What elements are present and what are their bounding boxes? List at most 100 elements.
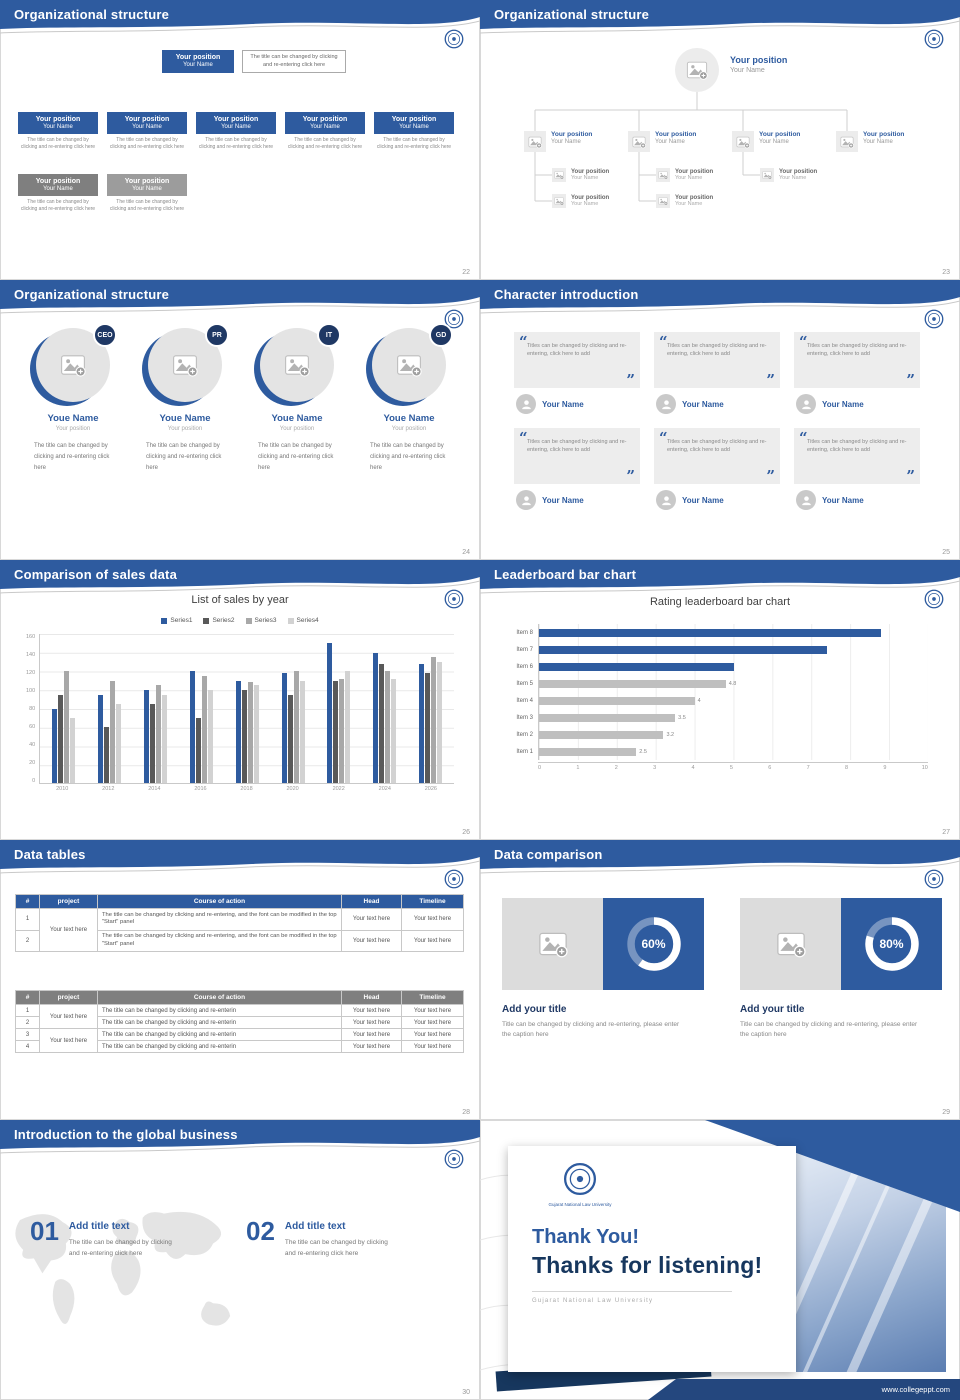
image-placeholder-icon	[554, 196, 564, 206]
org-position: Your position	[35, 178, 81, 185]
org-name: Your Name	[551, 139, 581, 145]
donut-chart-box: 80%	[841, 898, 942, 990]
member-caption: The title can be changed by clicking and…	[146, 443, 222, 471]
bar-series4	[437, 661, 443, 783]
close-quote-icon: ”	[766, 467, 775, 485]
bar-series2	[103, 727, 109, 783]
slide-22-organizational-structure[interactable]: Organizational structure Your position Y…	[0, 0, 480, 280]
slide-27-leaderboard-chart[interactable]: Leaderboard bar chart Rating leaderboard…	[480, 560, 960, 840]
org-name: Your Name	[655, 139, 685, 145]
legend-label: Series1	[170, 617, 193, 624]
org-node: Your position Your Name	[628, 131, 696, 152]
bar-series2	[241, 689, 247, 783]
photo-placeholder: PR	[142, 323, 229, 406]
cell-number: 1	[15, 1004, 40, 1017]
slide-title: Data tables	[14, 847, 86, 862]
legend-label: Series4	[296, 617, 319, 624]
panel-title: Add your title	[502, 1004, 567, 1015]
org-position: Your position	[759, 131, 801, 138]
org-box: Your position Your Name	[107, 112, 187, 134]
cell-head: Your text here	[341, 1040, 402, 1053]
bar-series1	[281, 673, 287, 783]
slide-29-data-comparison[interactable]: Data comparison 60% Add your title Title…	[480, 840, 960, 1120]
member-card: PR Youe Name Your position The title can…	[136, 323, 234, 473]
x-axis-tick: 2020	[286, 786, 299, 792]
member-caption: The title can be changed by clicking and…	[258, 443, 334, 471]
hbar-row: Item 2 3.2	[508, 726, 928, 743]
slide-24-organizational-structure[interactable]: Organizational structure CEO Youe Name Y…	[0, 280, 480, 560]
image-placeholder-icon	[284, 352, 310, 378]
page-number: 26	[462, 829, 470, 836]
person-name: Your Name	[822, 495, 864, 505]
org-name: Your Name	[863, 139, 893, 145]
page-number: 29	[942, 1109, 950, 1116]
legend-item: Series1	[161, 617, 192, 624]
avatar	[656, 394, 676, 414]
chart-title: List of sales by year	[191, 594, 289, 606]
open-quote-icon: “	[799, 429, 808, 447]
slide-30-global-business[interactable]: Introduction to the global business 01 A…	[0, 1120, 480, 1400]
person-icon	[660, 494, 673, 507]
college-logo-icon	[444, 29, 464, 49]
close-quote-icon: ”	[906, 467, 915, 485]
bar-group	[87, 634, 131, 783]
open-quote-icon: “	[519, 333, 528, 351]
y-axis-tick: 140	[26, 652, 36, 658]
website-link[interactable]: www.collegeppt.com	[881, 1385, 950, 1394]
bar-series2	[425, 673, 431, 783]
thank-you-card: Gujarat National Law University Thank Yo…	[508, 1146, 796, 1372]
cell-timeline: Your text here	[401, 1040, 464, 1053]
hbar-label: Item 4	[516, 697, 533, 704]
quote-card: “Titles can be changed by clicking and r…	[794, 332, 934, 428]
slide-26-sales-comparison-chart[interactable]: Comparison of sales data List of sales b…	[0, 560, 480, 840]
x-axis-tick: 10	[921, 765, 928, 771]
hbar-track: 3.2	[538, 726, 928, 743]
hbar-row: Item 3 3.5	[508, 709, 928, 726]
x-axis-tick: 2012	[102, 786, 115, 792]
table-row: 4 The title can be changed by clicking a…	[15, 1040, 464, 1053]
header-banner	[480, 0, 960, 34]
hbar-label: Item 1	[516, 748, 533, 755]
org-caption: The title can be changed by clicking and…	[109, 199, 185, 212]
org-box: Your position Your Name	[374, 112, 454, 134]
org-name: Your Name	[399, 124, 429, 130]
photo-placeholder	[524, 131, 546, 152]
org-name: Your Name	[132, 186, 162, 192]
cell-head: Your text here	[341, 1004, 402, 1017]
avatar	[656, 490, 676, 510]
bar-series4	[69, 717, 75, 783]
hbar-row: Item 6	[508, 658, 928, 675]
open-quote-icon: “	[519, 429, 528, 447]
slide-title: Organizational structure	[14, 7, 170, 22]
comparison-panel: 60% Add your title Title can be changed …	[502, 898, 704, 1040]
quote-card: “Titles can be changed by clicking and r…	[514, 428, 654, 524]
bar-series2	[149, 703, 155, 783]
role-badge: PR	[205, 323, 229, 347]
hbar-value: 3.2	[666, 731, 675, 738]
org-row-2: Your position Your Name The title can be…	[18, 174, 187, 216]
header-banner	[0, 840, 480, 874]
cell-action: The title can be changed by clicking and…	[97, 929, 342, 953]
legend-swatch	[245, 617, 252, 624]
donut-percentage: 80%	[879, 937, 904, 951]
hbar	[539, 713, 676, 722]
org-box: Your position Your Name	[107, 174, 187, 196]
org-row-1: Your position Your Name The title can be…	[18, 112, 454, 154]
bar-group	[133, 634, 177, 783]
hbar-value: 2.5	[639, 748, 647, 755]
org-cell: Your position Your Name The title can be…	[285, 112, 365, 154]
table-row: 1 Your text here The title can be change…	[15, 907, 464, 953]
org-position: Your position	[571, 195, 610, 201]
slide-25-character-introduction[interactable]: Character introduction “Titles can be ch…	[480, 280, 960, 560]
thank-you-text: Thank You!	[532, 1225, 640, 1248]
slide-thank-you[interactable]: Gujarat National Law University Thank Yo…	[480, 1120, 960, 1400]
member-position: Your position	[167, 426, 203, 432]
slide-23-organizational-structure[interactable]: Organizational structure Your position Y…	[480, 0, 960, 280]
legend-swatch	[287, 617, 294, 624]
x-axis-tick: 2	[614, 765, 618, 771]
member-position: Your position	[279, 426, 315, 432]
open-quote-icon: “	[799, 333, 808, 351]
slide-28-data-tables[interactable]: Data tables # project Course of action H…	[0, 840, 480, 1120]
bar-series3	[63, 671, 69, 783]
